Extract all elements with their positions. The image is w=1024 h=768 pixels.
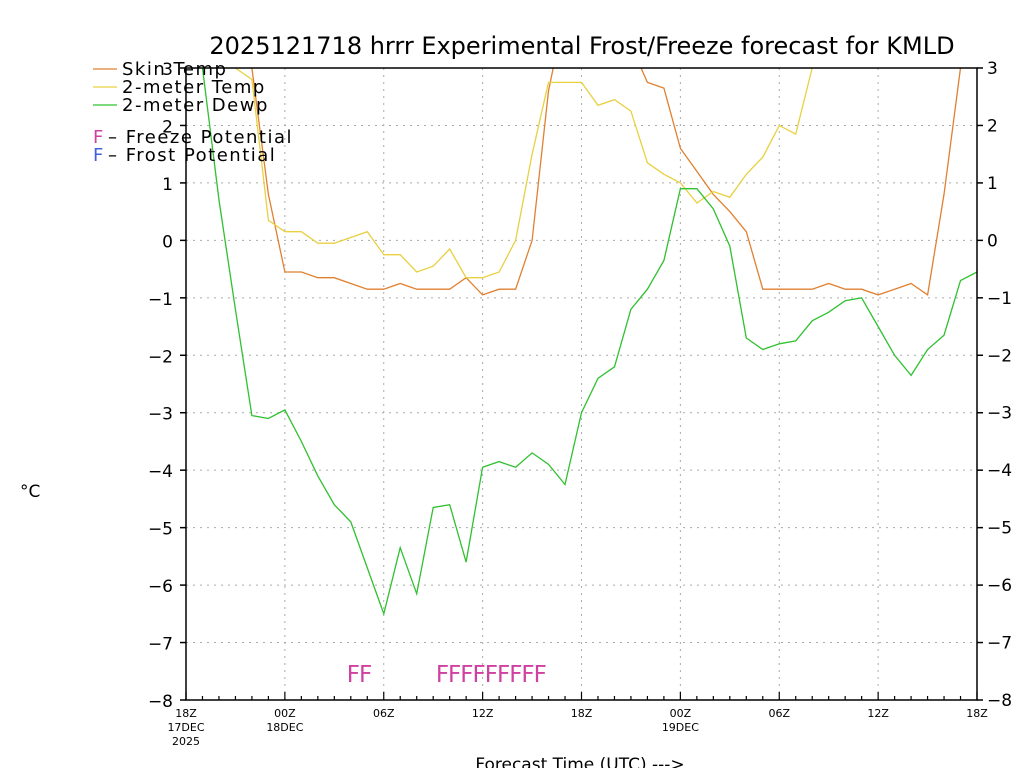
legend-note-letter: F	[93, 145, 103, 166]
legend-label: 2-meter Dewp	[122, 95, 269, 116]
y-tick-label-left: 2	[162, 117, 173, 137]
y-tick-label-right: 3	[987, 59, 998, 79]
y-tick-label-right: −2	[987, 346, 1012, 366]
y-tick-label-right: −7	[987, 634, 1012, 654]
x-tick-label: 00Z	[274, 707, 296, 720]
y-tick-label-right: −5	[987, 519, 1012, 539]
y-tick-label-right: 1	[987, 174, 998, 194]
legend-note-letter: F	[93, 127, 103, 148]
y-axis-label: °C	[20, 482, 40, 502]
x-tick-year: 2025	[172, 735, 200, 748]
y-tick-label-left: −2	[148, 347, 173, 367]
y-tick-label-left: −8	[148, 692, 173, 712]
series-2-meter-temp	[234, 68, 814, 279]
x-tick-label: 18Z	[571, 707, 593, 720]
freeze-annotation: FF	[347, 662, 371, 688]
y-tick-label-left: −3	[148, 405, 173, 425]
x-tick-date: 17DEC	[167, 721, 204, 734]
y-tick-label-left: 1	[162, 175, 173, 195]
series-2-meter-dewp	[201, 68, 977, 617]
y-tick-label-right: −1	[987, 289, 1012, 309]
series-lines	[201, 68, 977, 617]
y-tick-label-left: 0	[162, 232, 173, 252]
freeze-annotation: FFFFFFFFF	[436, 662, 546, 688]
x-tick-date: 19DEC	[662, 721, 699, 734]
series-skin-temp	[250, 68, 962, 297]
legend-note-text: – Frost Potential	[108, 145, 276, 166]
y-tick-label-left: −4	[148, 462, 173, 482]
x-axis-label: Forecast Time (UTC) --->	[475, 755, 684, 768]
y-tick-label-right: −6	[987, 576, 1012, 596]
y-tick-label-left: −7	[148, 635, 173, 655]
y-tick-label-left: −6	[148, 577, 173, 597]
x-tick-label: 12Z	[867, 707, 889, 720]
legend-note-text: – Freeze Potential	[108, 127, 293, 148]
y-tick-label-right: 0	[987, 231, 998, 251]
x-tick-label: 00Z	[670, 707, 692, 720]
freeze-annotations: FF FFFFFFFFF	[347, 662, 547, 688]
x-tick-label: 18Z	[966, 707, 988, 720]
y-tick-label-right: −3	[987, 404, 1012, 424]
x-tick-label: 06Z	[768, 707, 790, 720]
legend-label: 2-meter Temp	[122, 77, 266, 98]
y-tick-label-right: −8	[987, 691, 1012, 711]
legend-label: Skin Temp	[122, 59, 227, 80]
y-axis-ticks: −8 −8 −7 −7 −6 −6 −5 −5 −4 −4 −3 −3 −2 −2 −1 −1 0 0 1 1 2 2 3 3	[148, 59, 1012, 712]
x-tick-date: 18DEC	[266, 721, 303, 734]
y-tick-label-right: 2	[987, 116, 998, 136]
y-tick-label-right: −4	[987, 461, 1012, 481]
y-tick-label-left: −5	[148, 520, 173, 540]
x-tick-label: 06Z	[373, 707, 395, 720]
x-tick-label: 12Z	[472, 707, 494, 720]
x-tick-label: 18Z	[175, 707, 197, 720]
y-tick-label-left: −1	[148, 290, 173, 310]
y-tick-label-left: 3	[162, 60, 173, 80]
chart-title: 2025121718 hrrr Experimental Frost/Freez…	[209, 32, 954, 60]
grid	[186, 68, 977, 700]
